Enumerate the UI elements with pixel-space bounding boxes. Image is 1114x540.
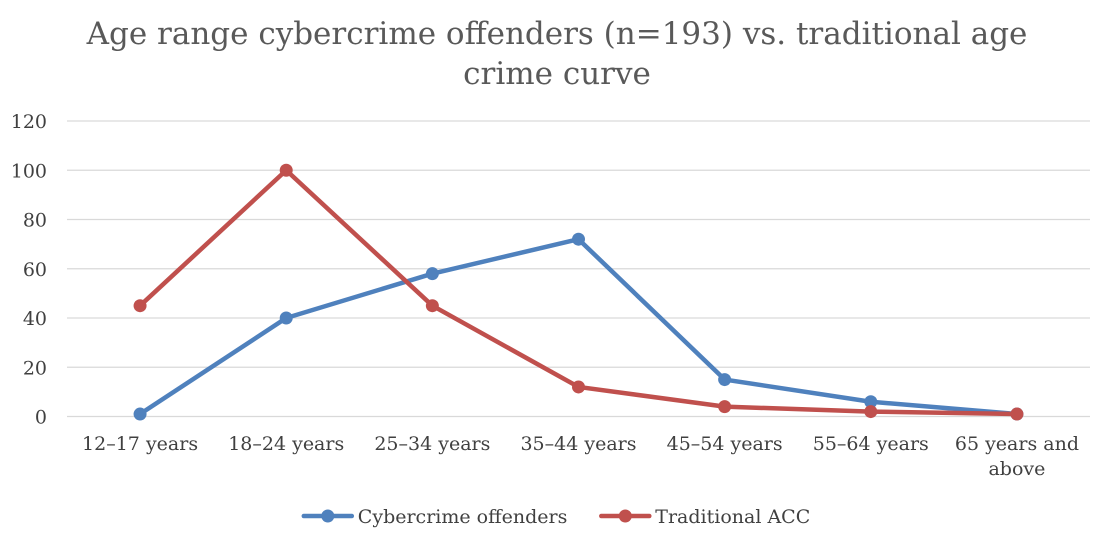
legend-swatch-marker: [321, 509, 335, 523]
x-tick-label-line: 18–24 years: [228, 433, 344, 455]
series-line: [137, 168, 1020, 417]
y-axis-ticks: 0 20 40 60 80 100 120: [11, 111, 47, 429]
data-point: [279, 311, 293, 325]
legend-label: Cybercrime offenders: [358, 506, 568, 528]
data-point: [718, 400, 732, 414]
x-tick-label-line: 35–44 years: [520, 433, 636, 455]
y-tick-label: 0: [35, 407, 47, 429]
chart-title-line-1: Age range cybercrime offenders (n=193) v…: [86, 16, 1028, 52]
x-tick-label-line: above: [988, 458, 1045, 480]
x-tick-label: 12–17 years: [82, 433, 198, 455]
legend: Cybercrime offenders Traditional ACC: [301, 506, 810, 528]
x-tick-label: 55–64 years: [813, 433, 929, 455]
series-cybercrime-offenders: [133, 232, 1024, 421]
series-lines: [133, 163, 1024, 421]
data-point: [133, 299, 147, 313]
y-tick-label: 20: [23, 357, 47, 379]
y-tick-label: 40: [23, 308, 47, 330]
data-point: [279, 163, 293, 177]
series-traditional-acc: [133, 163, 1024, 421]
x-tick-label-line: 65 years and: [955, 433, 1079, 455]
data-point: [572, 380, 585, 394]
legend-item: Traditional ACC: [599, 506, 810, 528]
x-tick-label: 45–54 years: [667, 433, 783, 455]
data-point: [425, 299, 439, 313]
y-tick-label: 120: [11, 111, 47, 133]
data-point: [425, 267, 439, 281]
legend-label: Traditional ACC: [655, 506, 810, 528]
data-point: [864, 395, 878, 409]
x-tick-label-line: 55–64 years: [813, 433, 929, 455]
data-point: [133, 407, 147, 421]
x-tick-label: 65 years and above: [955, 433, 1079, 480]
x-tick-label: 18–24 years: [228, 433, 344, 455]
y-tick-label: 60: [23, 259, 47, 281]
x-tick-label-line: 12–17 years: [82, 433, 198, 455]
x-tick-label-line: 25–34 years: [374, 433, 490, 455]
y-tick-label: 100: [11, 160, 47, 182]
chart-title-line-2: crime curve: [463, 56, 651, 92]
legend-item: Cybercrime offenders: [301, 506, 568, 528]
data-point: [572, 232, 585, 246]
y-tick-label: 80: [23, 210, 47, 232]
x-axis-ticks: 12–17 years 18–24 years 25–34 years 35–44 y…: [82, 433, 1079, 480]
x-tick-label: 35–44 years: [520, 433, 636, 455]
data-point: [1010, 407, 1024, 421]
data-point: [864, 405, 878, 419]
x-tick-label-line: 45–54 years: [667, 433, 783, 455]
gridlines: [67, 120, 1090, 418]
legend-swatch-marker: [618, 509, 632, 523]
x-tick-label: 25–34 years: [374, 433, 490, 455]
data-point: [718, 373, 732, 387]
